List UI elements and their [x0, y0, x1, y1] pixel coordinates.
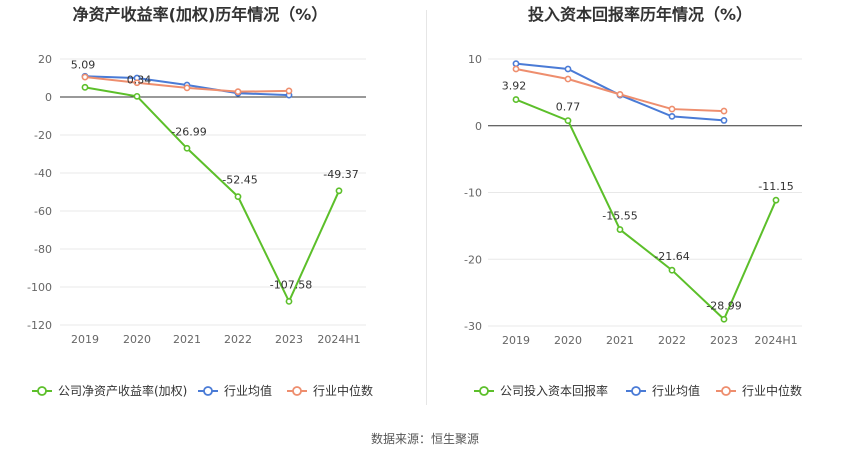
- legend-label: 行业中位数: [313, 383, 373, 398]
- x-tick-label: 2021: [606, 334, 634, 347]
- x-tick-label: 2019: [71, 333, 99, 346]
- company-data-point: [81, 83, 89, 91]
- y-tick-label: -80: [34, 243, 52, 256]
- y-tick-label: -30: [464, 320, 482, 333]
- median-data-point: [133, 79, 141, 87]
- legend-marker: [203, 386, 213, 396]
- y-tick-label: 0: [475, 120, 482, 133]
- y-tick-label: -20: [464, 253, 482, 266]
- legend-label: 公司投入资本回报率: [500, 383, 608, 398]
- median-data-point: [720, 107, 728, 115]
- legend-label: 行业均值: [224, 383, 272, 398]
- median-data-point: [564, 75, 572, 83]
- company-data-point: [668, 266, 676, 274]
- roic-chart: 投入资本回报率历年情况（%） 10 0 -10 -20 -30 2019 2020 2021 20…: [464, 5, 802, 398]
- data-label: -26.99: [171, 125, 206, 138]
- x-tick-label: 2024H1: [754, 334, 797, 347]
- avg-data-point: [720, 117, 728, 124]
- median-series-line: [515, 68, 725, 113]
- data-source-footer: 数据来源：恒生聚源: [370, 432, 479, 446]
- median-data-point: [616, 90, 624, 98]
- x-tick-label: 2023: [710, 334, 738, 347]
- company-data-point: [616, 226, 624, 233]
- data-label: 5.09: [71, 58, 96, 71]
- data-label: -11.15: [758, 180, 793, 193]
- median-data-point: [183, 84, 191, 92]
- data-label: 0.34: [127, 73, 152, 86]
- data-label: -21.64: [654, 250, 689, 263]
- company-data-point: [285, 298, 293, 305]
- chart-title: 净资产收益率(加权)历年情况（%）: [73, 5, 328, 24]
- legend-label: 行业均值: [652, 383, 700, 398]
- legend-marker: [37, 386, 47, 396]
- legend-marker: [631, 386, 641, 396]
- x-tick-label: 2020: [554, 334, 582, 347]
- y-tick-label: -120: [27, 319, 52, 332]
- median-data-point: [285, 87, 293, 95]
- x-tick-label: 2019: [502, 334, 530, 347]
- legend-label: 行业中位数: [742, 383, 802, 398]
- x-tick-label: 2022: [224, 333, 252, 346]
- data-label: -28.99: [706, 299, 741, 312]
- data-label: -15.55: [602, 210, 637, 223]
- x-tick-label: 2023: [275, 333, 303, 346]
- y-tick-label: -100: [27, 281, 52, 294]
- data-label: 0.77: [556, 101, 581, 114]
- roe-chart: 净资产收益率(加权)历年情况（%） 20 0 -20 -40 -60 -80 -100 -120…: [27, 5, 373, 398]
- x-tick-label: 2020: [123, 333, 151, 346]
- legend-label: 公司净资产收益率(加权): [58, 383, 187, 398]
- legend-marker: [292, 386, 302, 396]
- company-data-point: [720, 315, 728, 323]
- legend-marker: [721, 386, 731, 396]
- y-tick-label: -40: [34, 167, 52, 180]
- chart-divider: [426, 10, 427, 405]
- data-label: 3.92: [502, 80, 527, 93]
- company-series-line: [515, 98, 777, 321]
- median-data-point: [512, 65, 520, 73]
- avg-data-point: [512, 60, 520, 68]
- data-label: -49.37: [323, 168, 358, 181]
- company-series-line: [84, 86, 340, 304]
- y-tick-label: -10: [464, 187, 482, 200]
- avg-data-point: [668, 113, 676, 120]
- y-tick-label: 0: [45, 91, 52, 104]
- legend-marker: [479, 386, 489, 396]
- y-tick-label: -60: [34, 205, 52, 218]
- data-label: -107.58: [270, 278, 312, 291]
- y-tick-label: 20: [38, 53, 52, 66]
- median-data-point: [234, 88, 242, 96]
- median-data-point: [668, 105, 676, 113]
- median-data-point: [81, 73, 89, 81]
- x-tick-label: 2021: [173, 333, 201, 346]
- company-data-point: [234, 193, 242, 201]
- company-data-point: [183, 144, 191, 152]
- chart-title: 投入资本回报率历年情况（%）: [528, 5, 752, 24]
- x-tick-label: 2022: [658, 334, 686, 347]
- y-tick-label: -20: [34, 129, 52, 142]
- x-tick-label: 2024H1: [317, 333, 360, 346]
- y-tick-label: 10: [468, 53, 482, 66]
- company-data-point: [512, 96, 520, 103]
- data-label: -52.45: [222, 174, 257, 187]
- company-data-point: [564, 117, 572, 125]
- avg-data-point: [564, 65, 572, 73]
- company-data-point: [772, 196, 780, 204]
- company-data-point: [335, 187, 343, 195]
- company-data-point: [133, 92, 141, 100]
